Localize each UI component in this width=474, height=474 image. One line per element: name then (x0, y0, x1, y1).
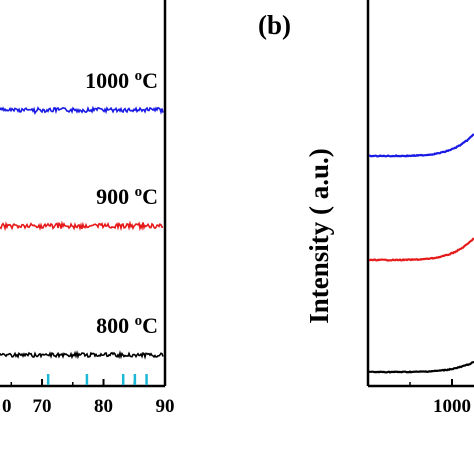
panel-b: (b) Intensity ( a.u.) 1000 (258, 0, 474, 417)
panel-a-x-tick-label: 90 (156, 396, 175, 417)
panel-a-x-tick-label: 70 (33, 396, 52, 417)
panel-b-series-line (369, 237, 474, 262)
panel-a-series-line (0, 220, 164, 232)
panel-a-series-label: 800 oC (96, 313, 158, 338)
panel-a-series-label: 900 oC (96, 184, 158, 209)
panel-b-series (368, 133, 474, 374)
panel-a-series-line (0, 105, 164, 116)
panel-b-x-tick-label: 1000 (433, 396, 471, 417)
panel-b-y-axis-label: Intensity ( a.u.) (304, 148, 334, 324)
panel-a-x-tick-label-partial: 0 (2, 396, 12, 417)
panel-b-label: (b) (258, 10, 291, 40)
panel-a-series-labels: 1000 oC 900 oC 800 oC (85, 68, 158, 338)
panel-a-x-ticks: 70 80 90 (10, 379, 175, 417)
panel-b-series-line (368, 133, 474, 158)
panel-a-series-label: 1000 oC (85, 68, 158, 93)
panel-a-reference-ticks (46, 374, 148, 385)
panel-b-x-ticks: 1000 (409, 379, 471, 417)
panel-a: 70 80 90 1000 oC 900 oC 800 oC 0 (0, 0, 175, 417)
panel-a-series-line (0, 350, 164, 360)
panel-b-series-line (368, 361, 474, 374)
panel-a-series (0, 105, 164, 360)
panel-a-x-tick-label: 80 (94, 396, 113, 417)
